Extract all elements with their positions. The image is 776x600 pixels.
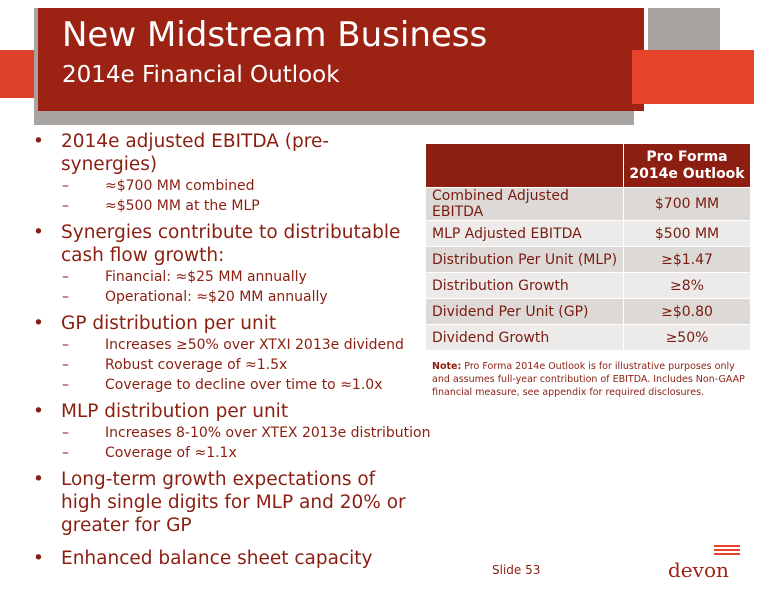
table-header-row: Pro Forma 2014e Outlook (425, 143, 751, 188)
row-label: Dividend Per Unit (GP) (425, 298, 624, 325)
table-header-outlook: Pro Forma 2014e Outlook (623, 143, 751, 188)
row-label: MLP Adjusted EBITDA (425, 220, 624, 247)
bullet-item: • GP distribution per unit (33, 313, 277, 334)
note-label: Note: (432, 361, 462, 372)
header-accent-right (632, 50, 754, 104)
bullet-item: • MLP distribution per unit (33, 401, 289, 422)
table-row: Combined Adjusted EBITDA $700 MM (425, 187, 751, 221)
row-value: ≥$0.80 (623, 298, 751, 325)
bullet-text: MLP distribution per unit (61, 401, 289, 422)
sub-bullet-text: Financial: ≈$25 MM annually (105, 269, 307, 285)
logo-text: devon (668, 558, 729, 582)
sub-bullet-text: ≈$700 MM combined (105, 178, 255, 194)
sub-bullet-text: Coverage to decline over time to ≈1.0x (105, 377, 383, 393)
bullet-text: GP distribution per unit (61, 313, 277, 334)
sub-bullet-text: Increases 8-10% over XTEX 2013e distribu… (105, 425, 431, 441)
row-value: ≥8% (623, 272, 751, 299)
sub-bullet-item: – Operational: ≈$20 MM annually (62, 289, 328, 305)
slide-title: New Midstream Business (62, 15, 488, 55)
sub-bullet-text: Coverage of ≈1.1x (105, 445, 237, 461)
sub-bullet-item: – Increases 8-10% over XTEX 2013e distrib… (62, 425, 431, 441)
devon-logo: devon (668, 545, 748, 585)
sub-bullet-item: – Robust coverage of ≈1.5x (62, 357, 288, 373)
table-row: MLP Adjusted EBITDA $500 MM (425, 220, 751, 247)
bullet-text: Enhanced balance sheet capacity (61, 548, 373, 569)
table-row: Distribution Per Unit (MLP) ≥$1.47 (425, 246, 751, 273)
table-header-line1: Pro Forma (646, 148, 728, 165)
bullet-list: • 2014e adjusted EBITDA (pre-synergies) –… (30, 130, 431, 570)
note-text: Pro Forma 2014e Outlook is for illustrat… (432, 361, 745, 398)
bullet-item: • Long-term growth expectations of high s… (33, 469, 406, 536)
bullet-item: • Synergies contribute to distributable c… (33, 222, 401, 266)
table-header-line2: 2014e Outlook (629, 165, 745, 182)
table-header-blank (425, 143, 624, 188)
row-label: Distribution Per Unit (MLP) (425, 246, 624, 273)
table-footnote: Note: Pro Forma 2014e Outlook is for ill… (432, 360, 750, 399)
sub-bullet-item: – Coverage of ≈1.1x (62, 445, 237, 461)
bullet-item: • 2014e adjusted EBITDA (pre-synergies) (33, 131, 329, 175)
sub-bullet-item: – ≈$500 MM at the MLP (62, 198, 260, 214)
table-row: Dividend Growth ≥50% (425, 324, 751, 351)
logo-stripes-icon (714, 545, 740, 557)
sub-bullet-text: Increases ≥50% over XTXI 2013e dividend (105, 337, 404, 353)
slide-number: Slide 53 (492, 563, 541, 577)
row-label: Combined Adjusted EBITDA (425, 187, 624, 221)
sub-bullet-text: ≈$500 MM at the MLP (105, 198, 260, 214)
row-label: Dividend Growth (425, 324, 624, 351)
sub-bullet-text: Operational: ≈$20 MM annually (105, 289, 328, 305)
sub-bullet-item: – Increases ≥50% over XTXI 2013e dividend (62, 337, 404, 353)
bullet-item: • Enhanced balance sheet capacity (33, 548, 373, 569)
slide-subtitle: 2014e Financial Outlook (62, 62, 340, 88)
header-accent-gray (648, 8, 720, 52)
bullet-text: 2014e adjusted EBITDA (pre-synergies) (61, 131, 329, 175)
row-value: $700 MM (623, 187, 751, 221)
row-value: ≥$1.47 (623, 246, 751, 273)
header-banner (38, 8, 644, 111)
header-accent-left (0, 50, 38, 98)
sub-bullet-item: – Coverage to decline over time to ≈1.0x (62, 377, 383, 393)
table-row: Dividend Per Unit (GP) ≥$0.80 (425, 298, 751, 325)
sub-bullet-item: – ≈$700 MM combined (62, 178, 255, 194)
row-value: ≥50% (623, 324, 751, 351)
table-row: Distribution Growth ≥8% (425, 272, 751, 299)
row-value: $500 MM (623, 220, 751, 247)
financial-outlook-table: Pro Forma 2014e Outlook Combined Adjuste… (425, 143, 751, 351)
sub-bullet-text: Robust coverage of ≈1.5x (105, 357, 288, 373)
bullet-text: Synergies contribute to distributable ca… (61, 222, 401, 266)
bullet-text: Long-term growth expectations of high si… (61, 469, 406, 536)
row-label: Distribution Growth (425, 272, 624, 299)
sub-bullet-item: – Financial: ≈$25 MM annually (62, 269, 307, 285)
